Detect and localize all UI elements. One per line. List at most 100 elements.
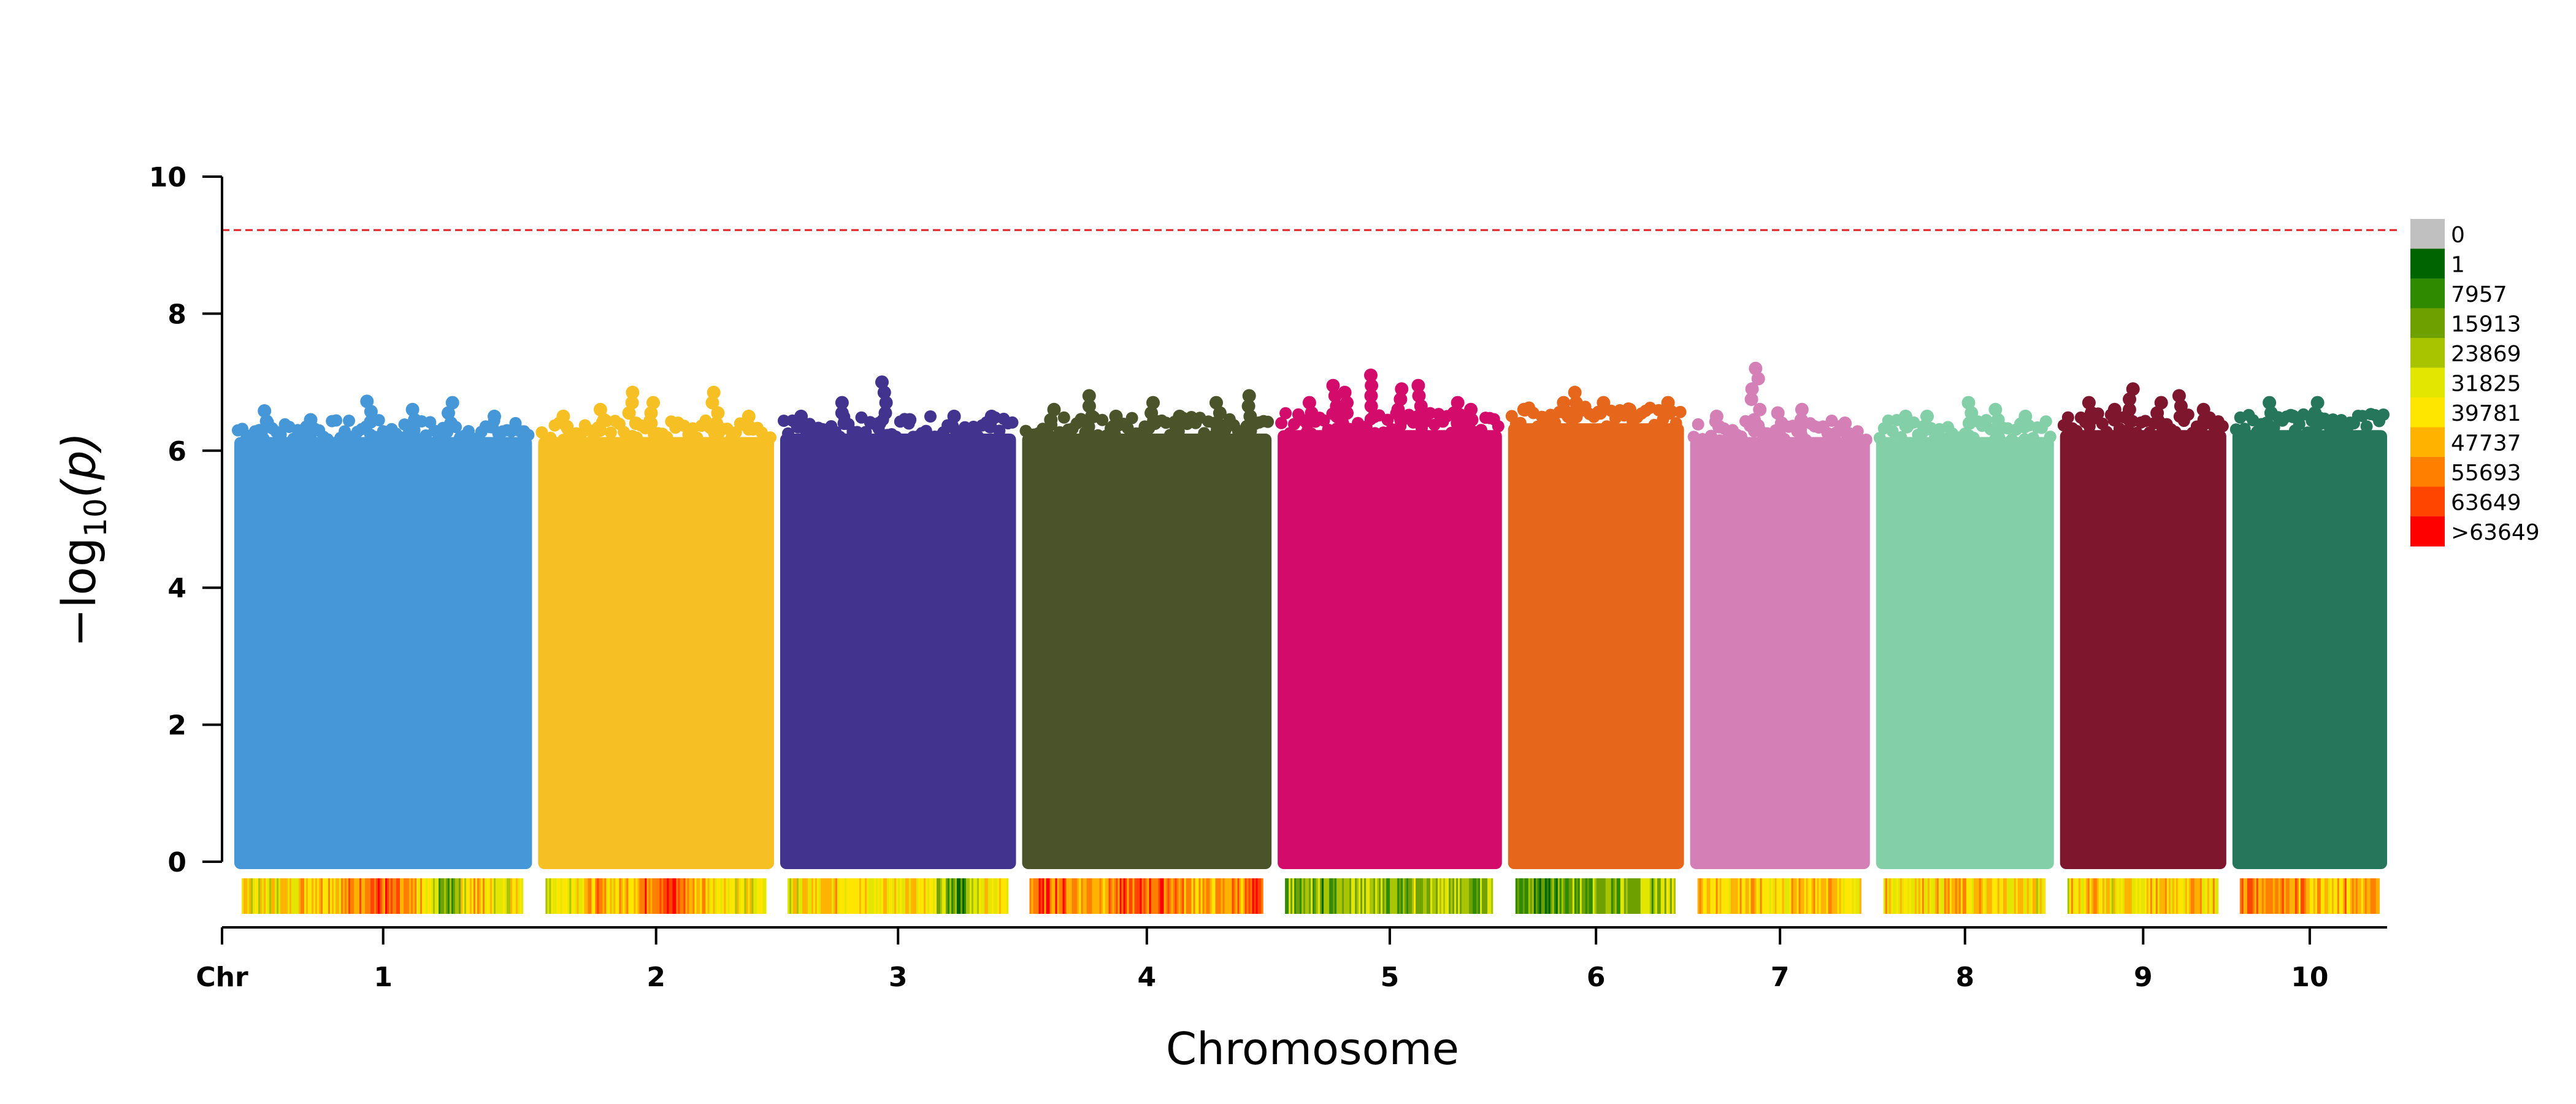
density-bin [1103, 878, 1105, 914]
density-bin [2196, 878, 2198, 914]
density-bin [347, 878, 349, 914]
density-bin [358, 878, 360, 914]
density-bin [1160, 878, 1162, 914]
density-bin [1001, 878, 1003, 914]
density-bin [1439, 878, 1442, 914]
density-bin [1616, 878, 1619, 914]
snp-point [1381, 413, 1394, 426]
density-bin [549, 878, 551, 914]
density-bin [1294, 878, 1297, 914]
density-bin [477, 878, 480, 914]
density-bin [1485, 878, 1488, 914]
chromosome-7-density-strip [1697, 878, 1861, 914]
snp-point [1394, 413, 1408, 427]
density-bin [1322, 878, 1324, 914]
density-bin [727, 878, 730, 914]
density-bin [391, 878, 393, 914]
density-bin [678, 878, 680, 914]
density-bin [361, 878, 364, 914]
density-bin [1736, 878, 1738, 914]
density-bin [2339, 878, 2341, 914]
density-bin [2122, 878, 2125, 914]
density-bin [880, 878, 882, 914]
density-bin [416, 878, 419, 914]
density-bin [470, 878, 472, 914]
snp-point [522, 429, 535, 442]
density-bin [2247, 878, 2249, 914]
density-bin [931, 878, 933, 914]
density-bin [2170, 878, 2172, 914]
density-bin [2307, 878, 2310, 914]
density-legend-label: 0 [2451, 223, 2465, 248]
density-bin [1342, 878, 1344, 914]
density-bin [903, 878, 906, 914]
density-bin [1738, 878, 1740, 914]
density-bin [1911, 878, 1913, 914]
snp-point [1415, 409, 1429, 423]
density-bin [394, 878, 397, 914]
snp-point [984, 409, 999, 423]
density-bin [1219, 878, 1221, 914]
chromosome-8-point-cloud [1876, 437, 2054, 869]
density-bin [1222, 878, 1225, 914]
density-bin [674, 878, 677, 914]
density-bin [1327, 878, 1330, 914]
density-bin [2300, 878, 2302, 914]
density-bin [654, 878, 656, 914]
density-bin [665, 878, 667, 914]
density-bin [1110, 878, 1113, 914]
density-bin [584, 878, 586, 914]
density-bin [959, 878, 961, 914]
density-bin [348, 878, 351, 914]
density-bin [749, 878, 752, 914]
density-bin [900, 878, 902, 914]
density-bin [2340, 878, 2343, 914]
density-bin [1749, 878, 1751, 914]
density-bin [2159, 878, 2161, 914]
density-bin [1559, 878, 1562, 914]
density-bin [1833, 878, 1836, 914]
density-bin [1152, 878, 1155, 914]
density-bin [2346, 878, 2348, 914]
density-bin [811, 878, 814, 914]
snp-point [1712, 420, 1726, 434]
density-bin [1892, 878, 1895, 914]
density-bin [2067, 878, 2069, 914]
density-bin [2034, 878, 2036, 914]
y-tick-label: 6 [167, 436, 186, 467]
snp-point [2343, 416, 2357, 431]
density-bin [703, 878, 706, 914]
density-bin [553, 878, 555, 914]
density-bin [459, 878, 461, 914]
snp-point [873, 416, 887, 431]
density-bin [1213, 878, 1216, 914]
density-bin [887, 878, 889, 914]
density-bin [1660, 878, 1663, 914]
density-bin [2032, 878, 2034, 914]
density-bin [2144, 878, 2147, 914]
density-bin [1086, 878, 1089, 914]
density-bin [1835, 878, 1838, 914]
density-bin [1123, 878, 1125, 914]
density-bin [1106, 878, 1109, 914]
density-bin [350, 878, 353, 914]
snp-point [1899, 409, 1912, 423]
density-bin [1088, 878, 1091, 914]
density-bin [1303, 878, 1306, 914]
snp-point [444, 416, 458, 431]
density-bin [2372, 878, 2374, 914]
density-bin [1221, 878, 1223, 914]
density-bin [1209, 878, 1212, 914]
density-legend-label: 63649 [2451, 491, 2521, 516]
density-bin [439, 878, 441, 914]
density-bin [1601, 878, 1604, 914]
density-bin [249, 878, 251, 914]
density-bin [824, 878, 827, 914]
density-bin [2131, 878, 2134, 914]
density-bin [1741, 878, 1744, 914]
density-bin [462, 878, 465, 914]
density-bin [1349, 878, 1352, 914]
density-bin [1129, 878, 1131, 914]
snp-point [2308, 406, 2322, 420]
density-bin [944, 878, 946, 914]
